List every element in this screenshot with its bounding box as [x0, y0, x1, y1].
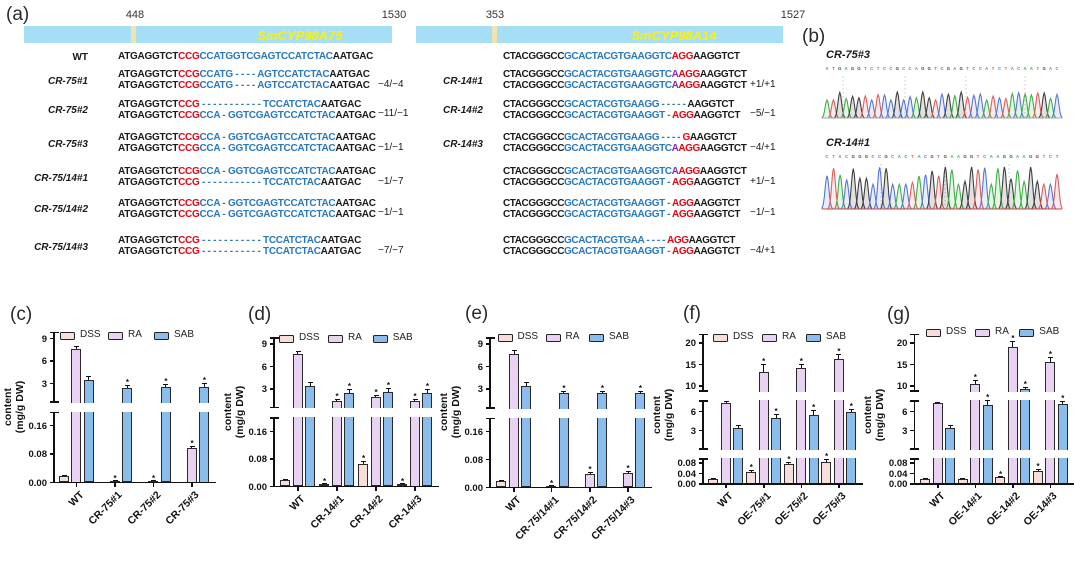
svg-text:A: A — [917, 154, 920, 159]
svg-text:C: C — [870, 66, 873, 71]
svg-text:A: A — [898, 154, 901, 159]
svg-text:C: C — [909, 66, 912, 71]
svg-text:T: T — [992, 66, 995, 71]
svg-text:C: C — [1049, 154, 1052, 159]
svg-text:T: T — [1056, 154, 1059, 159]
svg-text:T: T — [832, 154, 835, 159]
svg-text:T: T — [937, 154, 940, 159]
svg-text:G: G — [884, 154, 888, 159]
svg-text:G: G — [1003, 154, 1007, 159]
svg-text:C: C — [924, 154, 927, 159]
svg-text:G: G — [963, 154, 967, 159]
svg-text:T: T — [911, 154, 914, 159]
svg-text:A: A — [953, 66, 956, 71]
svg-text:C: C — [891, 154, 894, 159]
svg-text:A: A — [950, 154, 953, 159]
svg-text:A: A — [1023, 154, 1026, 159]
svg-text:G: G — [930, 154, 934, 159]
svg-text:G: G — [1009, 154, 1013, 159]
svg-text:T: T — [864, 66, 867, 71]
svg-text:G: G — [1036, 154, 1040, 159]
svg-text:A: A — [990, 154, 993, 159]
svg-text:G: G — [858, 154, 862, 159]
svg-text:G: G — [921, 66, 925, 71]
svg-text:C: C — [1055, 66, 1058, 71]
svg-text:A: A — [1030, 66, 1033, 71]
svg-text:C: C — [845, 154, 848, 159]
svg-text:C: C — [979, 66, 982, 71]
svg-text:T: T — [966, 66, 969, 71]
svg-text:A: A — [845, 66, 848, 71]
svg-text:G: G — [970, 154, 974, 159]
svg-text:T: T — [1036, 66, 1039, 71]
svg-text:A: A — [957, 154, 960, 159]
svg-text:A: A — [1016, 154, 1019, 159]
svg-text:A: A — [985, 66, 988, 71]
svg-text:G: G — [947, 66, 951, 71]
svg-text:C: C — [972, 66, 975, 71]
svg-text:A: A — [1024, 66, 1027, 71]
svg-text:G: G — [851, 66, 855, 71]
svg-text:C: C — [889, 66, 892, 71]
svg-text:A: A — [915, 66, 918, 71]
svg-text:A: A — [839, 154, 842, 159]
svg-text:G: G — [852, 154, 856, 159]
svg-text:G: G — [865, 154, 869, 159]
svg-text:C: C — [983, 154, 986, 159]
svg-text:C: C — [902, 66, 905, 71]
svg-text:A: A — [825, 66, 828, 71]
svg-text:A: A — [996, 154, 999, 159]
svg-text:G: G — [857, 66, 861, 71]
svg-text:T: T — [832, 66, 835, 71]
svg-text:G: G — [896, 66, 900, 71]
svg-text:G: G — [1029, 154, 1033, 159]
svg-text:T: T — [877, 66, 880, 71]
svg-text:C: C — [825, 154, 828, 159]
svg-text:C: C — [998, 66, 1001, 71]
svg-text:T: T — [1043, 154, 1046, 159]
svg-text:C: C — [904, 154, 907, 159]
svg-text:A: A — [1011, 66, 1014, 71]
svg-text:A: A — [1049, 66, 1052, 71]
svg-text:C: C — [871, 154, 874, 159]
svg-text:G: G — [944, 154, 948, 159]
svg-text:C: C — [1017, 66, 1020, 71]
svg-text:G: G — [1043, 66, 1047, 71]
svg-text:T: T — [977, 154, 980, 159]
svg-text:C: C — [883, 66, 886, 71]
svg-text:G: G — [838, 66, 842, 71]
svg-text:T: T — [934, 66, 937, 71]
svg-text:C: C — [940, 66, 943, 71]
svg-text:G: G — [960, 66, 964, 71]
svg-text:C: C — [878, 154, 881, 159]
svg-text:T: T — [1005, 66, 1008, 71]
svg-text:G: G — [928, 66, 932, 71]
